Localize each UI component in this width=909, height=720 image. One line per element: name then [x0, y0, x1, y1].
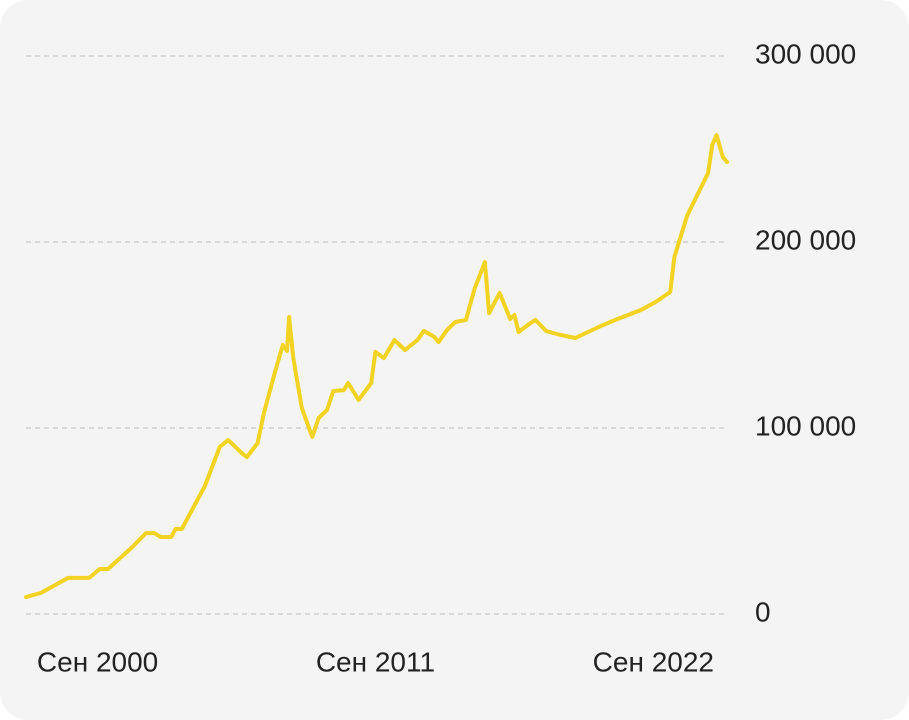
x-tick-label: Сен 2011 — [316, 646, 435, 677]
y-tick-label: 0 — [755, 596, 771, 627]
x-tick-label: Сен 2000 — [37, 646, 158, 677]
x-tick-label: Сен 2022 — [593, 646, 714, 677]
y-tick-label: 300 000 — [755, 38, 856, 69]
line — [24, 133, 729, 600]
y-tick-label: 100 000 — [755, 410, 856, 441]
y-tick-label: 200 000 — [755, 224, 856, 255]
